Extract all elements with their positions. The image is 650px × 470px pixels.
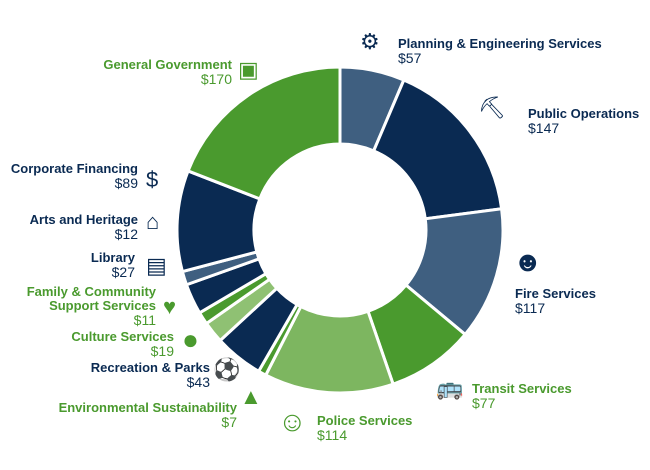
label-culture-services: Culture Services $19 (71, 329, 174, 359)
label-public-operations: Public Operations $147 (528, 106, 640, 136)
label-transit-services: Transit Services $77 (472, 381, 572, 411)
label-police-services: Police Services $114 (317, 413, 413, 443)
money-icon: $ (146, 167, 159, 192)
tree-icon: ▲ (240, 384, 262, 409)
gear-icon: ⚙ (360, 29, 380, 54)
worker-shovel-icon: ⛏ (478, 95, 506, 120)
police-officer-icon: ☺ (278, 406, 307, 437)
book-icon: ▤ (146, 253, 167, 278)
label-arts-heritage: Arts and Heritage $12 (29, 212, 138, 242)
label-fire-services: Fire Services $117 (515, 286, 596, 316)
soccer-player-icon: ⚽ (213, 357, 241, 382)
label-general-government: General Government $170 (103, 57, 232, 87)
label-library: Library $27 (90, 250, 135, 280)
bus-icon: 🚌 (436, 375, 464, 400)
id-badge-icon: ▣ (238, 57, 259, 82)
donut-segment-general-government (186, 65, 342, 201)
label-corporate-financing: Corporate Financing $89 (10, 161, 138, 191)
label-environmental-sustainability: Environmental Sustainability $7 (58, 400, 237, 430)
label-planning: Planning & Engineering Services $57 (398, 36, 602, 66)
label-family-community-support: Family & Community Support Services $11 (26, 284, 156, 328)
schoolhouse-icon: ⌂ (146, 209, 160, 234)
hands-heart-icon: ♥ (163, 294, 177, 319)
firefighter-icon: ☻ (513, 246, 543, 277)
label-recreation-parks: Recreation & Parks $43 (90, 360, 210, 390)
palette-icon: ● (182, 324, 199, 355)
